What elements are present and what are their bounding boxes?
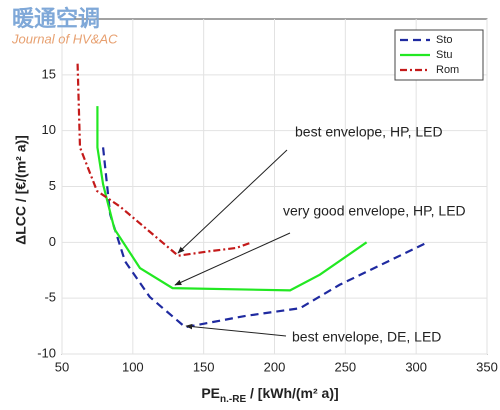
watermark: 暖通空调 [12, 6, 100, 31]
annotation: best envelope, HP, LED [295, 124, 443, 140]
annotation: best envelope, DE, LED [292, 329, 441, 345]
y-axis-label: ΔLCC / [€/(m² a)] [13, 135, 29, 245]
x-tick-label: 150 [193, 359, 215, 374]
y-tick-label: 10 [42, 122, 56, 137]
x-axis-label: PEn.-RE / [kWh/(m² a)] [201, 385, 338, 405]
arrow [185, 323, 287, 337]
legend-label: Rom [436, 64, 459, 76]
y-tick-label: -5 [44, 290, 56, 305]
x-tick-label: 350 [476, 359, 498, 374]
arrow [174, 232, 291, 286]
annotation: very good envelope, HP, LED [283, 203, 466, 219]
y-tick-label: 15 [42, 66, 56, 81]
arrow [177, 149, 288, 254]
y-tick-label: -10 [37, 345, 56, 360]
x-label-rest: / [kWh/(m² a)] [246, 385, 339, 401]
watermark-sub: Journal of HV&AC [11, 31, 118, 46]
series-line [96, 106, 368, 292]
x-tick-label: 100 [122, 359, 144, 374]
legend-label: Sto [436, 34, 453, 46]
x-label-main: PE [201, 385, 220, 401]
x-tick-label: 50 [55, 359, 69, 374]
x-tick-label: 200 [264, 359, 286, 374]
y-tick-label: 0 [49, 234, 56, 249]
x-tick-label: 300 [405, 359, 427, 374]
y-tick-label: 5 [49, 178, 56, 193]
x-label-sub: n.-RE [220, 394, 246, 405]
x-tick-label: 250 [334, 359, 356, 374]
legend-label: Stu [436, 49, 453, 61]
series-line [76, 63, 253, 257]
